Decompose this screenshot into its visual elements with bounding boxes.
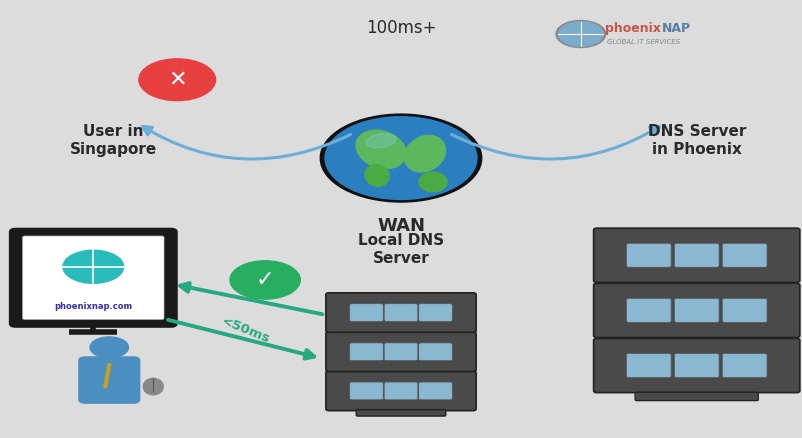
FancyBboxPatch shape — [593, 228, 800, 283]
Text: phoenixnap.com: phoenixnap.com — [55, 302, 132, 311]
FancyArrowPatch shape — [452, 127, 659, 159]
Text: Local DNS
Server: Local DNS Server — [358, 233, 444, 266]
FancyBboxPatch shape — [723, 353, 767, 378]
FancyBboxPatch shape — [356, 410, 446, 416]
Ellipse shape — [366, 134, 396, 148]
Text: GLOBAL IT SERVICES: GLOBAL IT SERVICES — [607, 39, 680, 45]
FancyBboxPatch shape — [326, 332, 476, 371]
Text: phoenix: phoenix — [605, 22, 661, 35]
Circle shape — [63, 250, 124, 283]
FancyBboxPatch shape — [593, 283, 800, 338]
Ellipse shape — [144, 378, 164, 395]
FancyBboxPatch shape — [723, 298, 767, 322]
Circle shape — [558, 22, 603, 46]
FancyBboxPatch shape — [10, 230, 176, 326]
FancyBboxPatch shape — [350, 382, 383, 400]
FancyBboxPatch shape — [674, 298, 719, 322]
Text: <50ms: <50ms — [219, 314, 271, 346]
FancyBboxPatch shape — [384, 382, 418, 400]
Ellipse shape — [419, 172, 447, 192]
FancyBboxPatch shape — [593, 339, 800, 392]
FancyBboxPatch shape — [419, 343, 452, 360]
FancyArrowPatch shape — [143, 127, 350, 159]
FancyBboxPatch shape — [626, 353, 671, 378]
FancyBboxPatch shape — [350, 304, 383, 321]
Circle shape — [556, 21, 606, 47]
FancyBboxPatch shape — [419, 382, 452, 400]
FancyBboxPatch shape — [626, 244, 671, 267]
Ellipse shape — [356, 130, 406, 169]
Text: User in
Singapore: User in Singapore — [70, 124, 157, 157]
Circle shape — [90, 337, 128, 358]
Text: ✓: ✓ — [256, 270, 274, 290]
Text: NAP: NAP — [662, 22, 691, 35]
Circle shape — [325, 117, 477, 199]
FancyBboxPatch shape — [326, 371, 476, 411]
FancyBboxPatch shape — [674, 353, 719, 378]
FancyBboxPatch shape — [674, 244, 719, 267]
FancyBboxPatch shape — [626, 298, 671, 322]
Text: 100ms+: 100ms+ — [366, 19, 436, 37]
FancyBboxPatch shape — [419, 304, 452, 321]
Ellipse shape — [404, 135, 446, 172]
FancyBboxPatch shape — [79, 357, 140, 403]
Ellipse shape — [365, 165, 389, 186]
FancyBboxPatch shape — [384, 343, 418, 360]
FancyBboxPatch shape — [384, 304, 418, 321]
FancyBboxPatch shape — [326, 293, 476, 332]
FancyBboxPatch shape — [723, 244, 767, 267]
Text: WAN: WAN — [377, 217, 425, 235]
Text: DNS Server
in Phoenix: DNS Server in Phoenix — [647, 124, 746, 157]
FancyBboxPatch shape — [22, 236, 164, 320]
Circle shape — [139, 59, 216, 101]
Text: ✕: ✕ — [168, 70, 187, 90]
Circle shape — [230, 261, 300, 299]
Circle shape — [320, 114, 482, 202]
FancyArrowPatch shape — [180, 283, 322, 314]
FancyBboxPatch shape — [635, 392, 758, 401]
FancyArrowPatch shape — [168, 320, 314, 359]
FancyBboxPatch shape — [350, 343, 383, 360]
